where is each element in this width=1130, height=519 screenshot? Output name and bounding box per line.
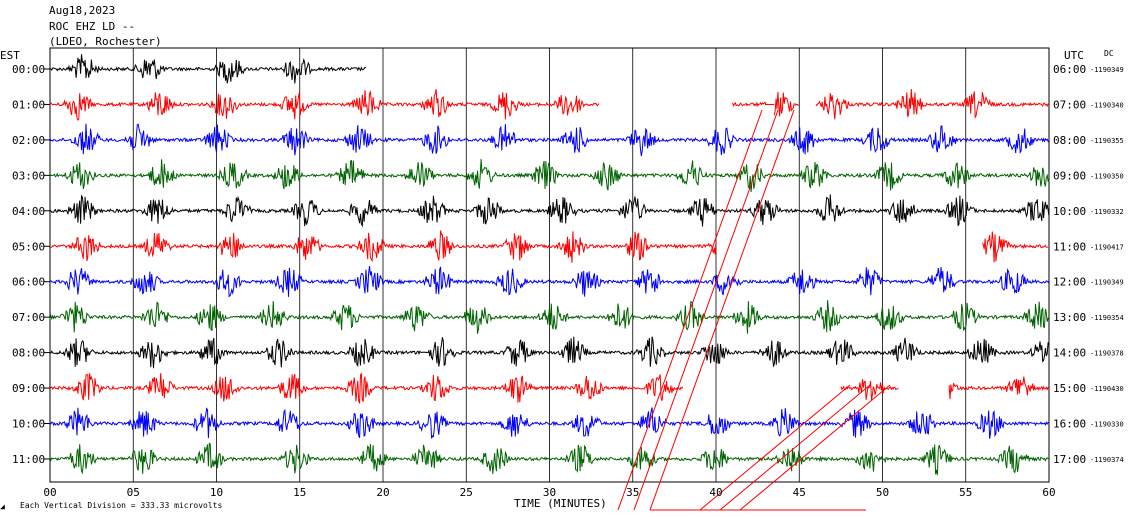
- x-tick-label: 00: [43, 486, 56, 499]
- seismic-trace: [49, 123, 1050, 157]
- seismic-trace: [49, 407, 1050, 439]
- seismic-trace: [49, 54, 367, 84]
- utc-hour-label: 15:00: [1053, 382, 1086, 395]
- dc-offset-label: -1190349: [1090, 66, 1124, 74]
- network-name: (LDEO, Rochester): [49, 35, 162, 48]
- utc-hour-label: 17:00: [1053, 453, 1086, 466]
- x-tick-label: 40: [709, 486, 722, 499]
- scale-note: Each Vertical Division = 333.33 microvol…: [20, 501, 222, 510]
- est-hour-label: 02:00: [12, 134, 45, 147]
- time-grid: [49, 47, 1050, 483]
- x-tick-label: 35: [626, 486, 639, 499]
- dc-offset-label: -1190355: [1090, 137, 1124, 145]
- right-axis-title: UTC: [1064, 49, 1084, 62]
- event-marker-lines: [617, 103, 891, 511]
- x-tick-label: 15: [293, 486, 306, 499]
- x-tick-label: 30: [543, 486, 556, 499]
- scale-note-mark: ◢: [0, 502, 5, 511]
- seismic-trace: [49, 230, 717, 263]
- dc-offset-label: -1190350: [1090, 172, 1124, 180]
- event-diagonal-line: [633, 109, 779, 511]
- est-hour-label: 08:00: [12, 347, 45, 360]
- utc-hour-label: 10:00: [1053, 205, 1086, 218]
- utc-hour-label: 08:00: [1053, 134, 1086, 147]
- est-hour-label: 04:00: [12, 205, 45, 218]
- dc-offset-label: -1190340: [1090, 101, 1124, 109]
- seismic-trace: [815, 88, 1050, 120]
- dc-title: DC: [1104, 49, 1114, 58]
- seismic-trace: [49, 336, 1050, 369]
- left-axis-title: EST: [0, 49, 20, 62]
- utc-hour-label: 13:00: [1053, 311, 1086, 324]
- event-diagonal-line: [739, 384, 891, 511]
- dc-offset-label: -1190378: [1090, 350, 1124, 358]
- station-code: ROC EHZ LD --: [49, 20, 136, 33]
- seismic-trace: [49, 442, 1049, 476]
- est-hour-label: 06:00: [12, 276, 45, 289]
- seismic-trace: [840, 379, 899, 401]
- x-tick-label: 25: [460, 486, 473, 499]
- dc-offset-label: -1190349: [1090, 279, 1124, 287]
- utc-hour-label: 07:00: [1053, 98, 1086, 111]
- utc-hour-label: 14:00: [1053, 347, 1086, 360]
- est-hour-label: 03:00: [12, 169, 45, 182]
- seismic-trace: [49, 89, 600, 121]
- est-hour-label: 07:00: [12, 311, 45, 324]
- seismic-traces: [49, 54, 1050, 476]
- est-hour-label: 00:00: [12, 63, 45, 76]
- plot-date: Aug18,2023: [49, 4, 116, 17]
- axis-labels: 00 05 10 15 20 25 30 35 40 45 50 55 60 00:00 06:00 -119…: [12, 63, 1124, 499]
- dc-offset-label: -1190374: [1090, 456, 1124, 464]
- est-hour-label: 10:00: [12, 418, 45, 431]
- utc-hour-label: 06:00: [1053, 63, 1086, 76]
- event-diagonal-line: [617, 109, 763, 511]
- seismic-trace: [49, 265, 1050, 298]
- seismic-trace: [981, 231, 1049, 263]
- x-tick-label: 45: [793, 486, 806, 499]
- utc-hour-label: 12:00: [1053, 276, 1086, 289]
- dc-offset-label: -1190430: [1090, 385, 1124, 393]
- event-diagonal-line: [699, 384, 851, 511]
- seismic-trace: [49, 158, 1050, 193]
- seismic-trace: [732, 101, 767, 108]
- x-tick-label: 05: [127, 486, 140, 499]
- est-hour-label: 11:00: [12, 453, 45, 466]
- seismic-trace: [49, 373, 684, 405]
- seismic-trace: [773, 91, 799, 117]
- x-tick-label: 50: [876, 486, 889, 499]
- dc-offset-label: -1190332: [1090, 208, 1124, 216]
- dc-offset-label: -1190330: [1090, 421, 1124, 429]
- x-tick-label: 20: [376, 486, 389, 499]
- utc-hour-label: 09:00: [1053, 169, 1086, 182]
- est-hour-label: 01:00: [12, 98, 45, 111]
- est-hour-label: 09:00: [12, 382, 45, 395]
- event-diagonal-line: [649, 109, 795, 511]
- utc-hour-label: 16:00: [1053, 418, 1086, 431]
- event-diagonal-line: [719, 384, 871, 511]
- utc-hour-label: 11:00: [1053, 240, 1086, 253]
- est-hour-label: 05:00: [12, 240, 45, 253]
- seismic-trace: [948, 376, 1049, 400]
- x-axis-title: TIME (MINUTES): [514, 497, 607, 510]
- x-tick-label: 55: [959, 486, 972, 499]
- dc-offset-label: -1190354: [1090, 314, 1124, 322]
- seismic-trace: [49, 194, 1050, 228]
- dc-offset-label: -1190417: [1090, 243, 1124, 251]
- x-tick-label: 10: [210, 486, 223, 499]
- seismic-trace: [49, 300, 1050, 334]
- x-tick-label: 60: [1042, 486, 1055, 499]
